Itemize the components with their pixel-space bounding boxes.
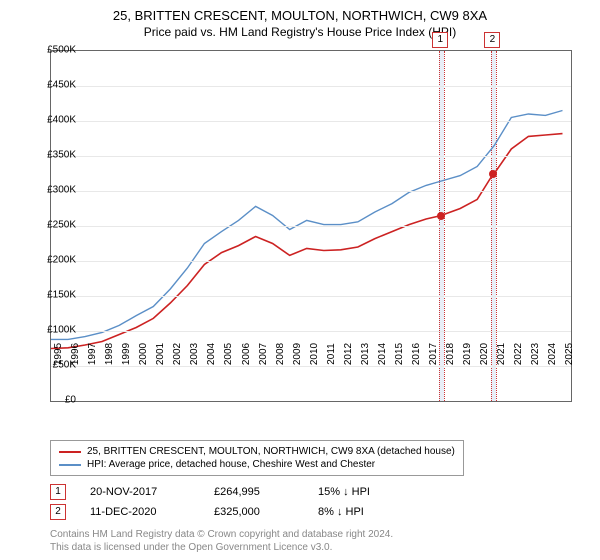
x-tick-label: 2024: [547, 343, 558, 365]
y-tick-label: £100K: [47, 325, 76, 336]
x-tick-label: 1996: [70, 343, 81, 365]
y-tick-label: £500K: [47, 45, 76, 56]
x-tick-label: 2006: [241, 343, 252, 365]
marker-date: 20-NOV-2017: [90, 486, 190, 498]
x-tick-label: 2014: [377, 343, 388, 365]
x-tick-label: 2005: [223, 343, 234, 365]
x-tick-label: 2017: [428, 343, 439, 365]
marker-id-box: 2: [50, 504, 66, 520]
x-tick-label: 2001: [155, 343, 166, 365]
x-tick-label: 2018: [445, 343, 456, 365]
x-tick-label: 2021: [496, 343, 507, 365]
marker-price: £325,000: [214, 506, 294, 518]
marker-label-box: 1: [432, 32, 448, 48]
legend-row: 25, BRITTEN CRESCENT, MOULTON, NORTHWICH…: [59, 445, 455, 458]
x-tick-label: 2000: [138, 343, 149, 365]
legend: 25, BRITTEN CRESCENT, MOULTON, NORTHWICH…: [50, 440, 570, 476]
marker-delta: 8% ↓ HPI: [318, 506, 364, 518]
y-tick-label: £300K: [47, 185, 76, 196]
x-tick-label: 2008: [275, 343, 286, 365]
legend-label: 25, BRITTEN CRESCENT, MOULTON, NORTHWICH…: [87, 446, 455, 457]
y-tick-label: £200K: [47, 255, 76, 266]
x-tick-label: 1995: [53, 343, 64, 365]
marker-dot: [489, 170, 497, 178]
chart-subtitle: Price paid vs. HM Land Registry's House …: [0, 23, 600, 39]
x-tick-label: 2022: [513, 343, 524, 365]
y-tick-label: £150K: [47, 290, 76, 301]
marker-table: 1 20-NOV-2017 £264,995 15% ↓ HPI 2 11-DE…: [50, 482, 370, 522]
x-tick-label: 2015: [394, 343, 405, 365]
x-tick-label: 2023: [530, 343, 541, 365]
legend-label: HPI: Average price, detached house, Ches…: [87, 459, 375, 470]
x-tick-label: 2007: [258, 343, 269, 365]
marker-row: 2 11-DEC-2020 £325,000 8% ↓ HPI: [50, 502, 370, 522]
marker-delta: 15% ↓ HPI: [318, 486, 370, 498]
x-tick-label: 2011: [326, 343, 337, 365]
x-tick-label: 2003: [189, 343, 200, 365]
y-tick-label: £400K: [47, 115, 76, 126]
marker-row: 1 20-NOV-2017 £264,995 15% ↓ HPI: [50, 482, 370, 502]
x-tick-label: 2025: [564, 343, 575, 365]
x-tick-label: 2016: [411, 343, 422, 365]
chart-container: { "title": "25, BRITTEN CRESCENT, MOULTO…: [0, 0, 600, 560]
x-tick-label: 1998: [104, 343, 115, 365]
series-line: [51, 111, 563, 340]
chart-title: 25, BRITTEN CRESCENT, MOULTON, NORTHWICH…: [0, 0, 600, 23]
x-tick-label: 2019: [462, 343, 473, 365]
series-line: [51, 134, 563, 349]
legend-row: HPI: Average price, detached house, Ches…: [59, 458, 455, 471]
legend-swatch: [59, 464, 81, 466]
x-tick-label: 2010: [309, 343, 320, 365]
marker-price: £264,995: [214, 486, 294, 498]
legend-box: 25, BRITTEN CRESCENT, MOULTON, NORTHWICH…: [50, 440, 464, 476]
marker-label-box: 2: [484, 32, 500, 48]
copyright-line: Contains HM Land Registry data © Crown c…: [50, 528, 393, 541]
x-tick-label: 2002: [172, 343, 183, 365]
marker-date: 11-DEC-2020: [90, 506, 190, 518]
marker-id-box: 1: [50, 484, 66, 500]
y-tick-label: £450K: [47, 80, 76, 91]
marker-dot: [437, 212, 445, 220]
x-tick-label: 1999: [121, 343, 132, 365]
x-tick-label: 2020: [479, 343, 490, 365]
legend-swatch: [59, 451, 81, 453]
x-tick-label: 2009: [292, 343, 303, 365]
copyright-line: This data is licensed under the Open Gov…: [50, 541, 393, 554]
x-tick-label: 2004: [206, 343, 217, 365]
x-tick-label: 1997: [87, 343, 98, 365]
x-tick-label: 2012: [343, 343, 354, 365]
y-tick-label: £250K: [47, 220, 76, 231]
copyright: Contains HM Land Registry data © Crown c…: [50, 528, 393, 554]
y-tick-label: £350K: [47, 150, 76, 161]
x-tick-label: 2013: [360, 343, 371, 365]
y-tick-label: £0: [65, 395, 76, 406]
